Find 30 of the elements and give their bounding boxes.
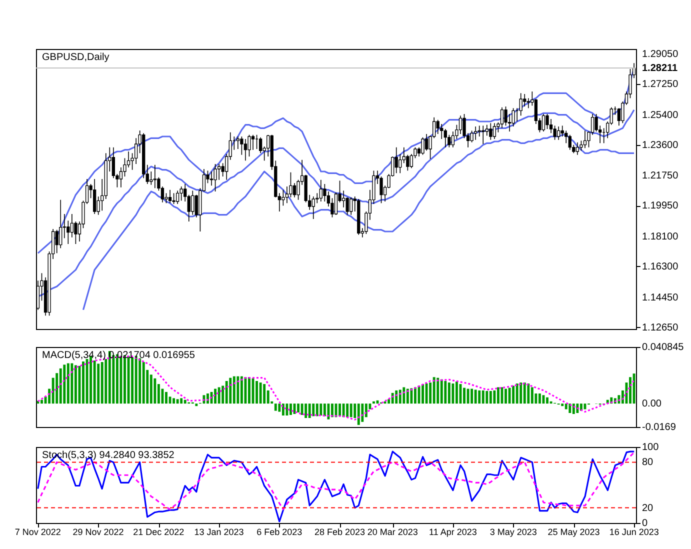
y-tick-label: 20 (642, 502, 654, 514)
x-tick-label: 20 Mar 2023 (367, 527, 418, 537)
y-tick-label: 80 (642, 457, 654, 468)
x-tick-label: 29 Nov 2022 (72, 527, 124, 537)
y-tick-label: 1.29050 (642, 49, 679, 60)
y-tick-label: 1.18100 (642, 232, 679, 242)
x-tick-label: 25 May 2023 (548, 527, 600, 537)
y-tick-label: 1.21750 (642, 170, 679, 182)
x-tick-label: 28 Feb 2023 (314, 527, 366, 537)
x-tick-label: 21 Dec 2022 (133, 527, 184, 537)
y-tick-label: 100 (642, 442, 660, 453)
x-tick-label: 6 Feb 2023 (256, 527, 302, 537)
y-tick-label: 1.19950 (642, 200, 679, 212)
y-tick-label: 0 (642, 518, 648, 529)
y-tick-label: 1.12650 (642, 322, 679, 334)
chart-title: GBPUSD,Daily (42, 52, 110, 63)
y-tick-label: 1.23600 (642, 140, 679, 151)
y-tick-label: 0.040845 (642, 342, 684, 353)
x-tick-label: 11 Apr 2023 (429, 527, 477, 537)
y-tick-label: 1.16300 (642, 262, 679, 272)
x-tick-label: 3 May 2023 (490, 527, 537, 537)
y-tick-label: 0.00 (642, 398, 662, 410)
x-tick-label: 16 Jun 2023 (609, 527, 659, 537)
ref-line-label: 1.28211 (642, 62, 678, 74)
y-tick-label: 1.14450 (642, 292, 679, 304)
y-tick-label: -0.0169 (642, 422, 676, 433)
x-tick-label: 7 Nov 2022 (14, 527, 61, 537)
x-tick-label: 13 Jan 2023 (194, 527, 244, 537)
y-tick-label: 1.25400 (642, 110, 679, 121)
y-tick-label: 1.27250 (642, 79, 679, 90)
